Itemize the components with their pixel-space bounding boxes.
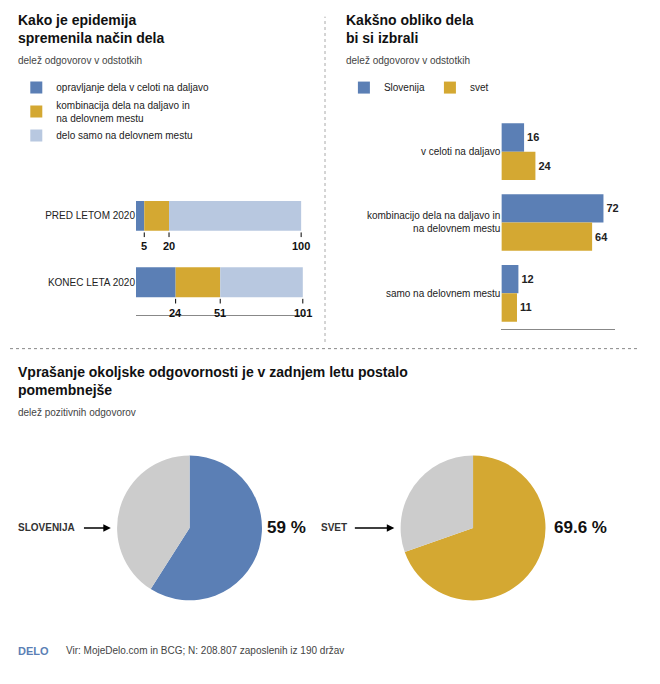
svg-text:SVET: SVET (321, 522, 347, 533)
svg-text:51: 51 (214, 307, 226, 319)
svg-text:kombinacijo dela na daljavo in: kombinacijo dela na daljavo inna delovne… (367, 210, 500, 234)
svg-text:delež odgovorov v odstotkih: delež odgovorov v odstotkih (18, 55, 142, 66)
svg-text:Kako je epidemijaspremenila na: Kako je epidemijaspremenila način dela (18, 12, 164, 46)
svg-text:20: 20 (163, 240, 175, 252)
svg-text:v celoti na daljavo: v celoti na daljavo (421, 146, 501, 157)
svg-text:Slovenija: Slovenija (384, 82, 425, 93)
svg-text:DELO: DELO (18, 645, 49, 657)
svg-text:delo samo na delovnem mestu: delo samo na delovnem mestu (56, 130, 192, 141)
svg-text:69.6 %: 69.6 % (554, 518, 607, 537)
svg-text:24: 24 (169, 307, 182, 319)
svg-text:KONEC LETA 2020: KONEC LETA 2020 (48, 277, 136, 288)
svg-text:Vir: MojeDelo.com in BCG; N: 2: Vir: MojeDelo.com in BCG; N: 208.807 zap… (66, 645, 344, 656)
svg-text:100: 100 (292, 240, 310, 252)
svg-text:72: 72 (606, 202, 618, 214)
svg-text:samo na delovnem mestu: samo na delovnem mestu (386, 288, 501, 299)
svg-text:59 %: 59 % (267, 518, 306, 537)
svg-text:Kakšno obliko delabi si izbral: Kakšno obliko delabi si izbrali (346, 12, 474, 46)
svg-text:64: 64 (595, 231, 608, 243)
svg-text:24: 24 (538, 160, 551, 172)
svg-text:Vprašanje okoljske odgovornost: Vprašanje okoljske odgovornosti je v zad… (18, 364, 408, 398)
svg-text:5: 5 (141, 240, 147, 252)
svg-text:opravljanje dela v celoti na d: opravljanje dela v celoti na daljavo (56, 82, 209, 93)
svg-text:delež pozitivnih odgovorov: delež pozitivnih odgovorov (18, 407, 136, 418)
svg-text:12: 12 (521, 273, 533, 285)
svg-text:delež odgovorov v odstotkih: delež odgovorov v odstotkih (346, 55, 470, 66)
svg-text:11: 11 (520, 301, 532, 313)
svg-text:16: 16 (527, 131, 539, 143)
svg-text:101: 101 (294, 307, 312, 319)
svg-text:kombinacija dela na daljavo in: kombinacija dela na daljavo inna delovne… (56, 100, 189, 124)
svg-text:SLOVENIJA: SLOVENIJA (18, 522, 75, 533)
svg-text:svet: svet (470, 82, 489, 93)
svg-text:PRED LETOM 2020: PRED LETOM 2020 (45, 210, 135, 221)
